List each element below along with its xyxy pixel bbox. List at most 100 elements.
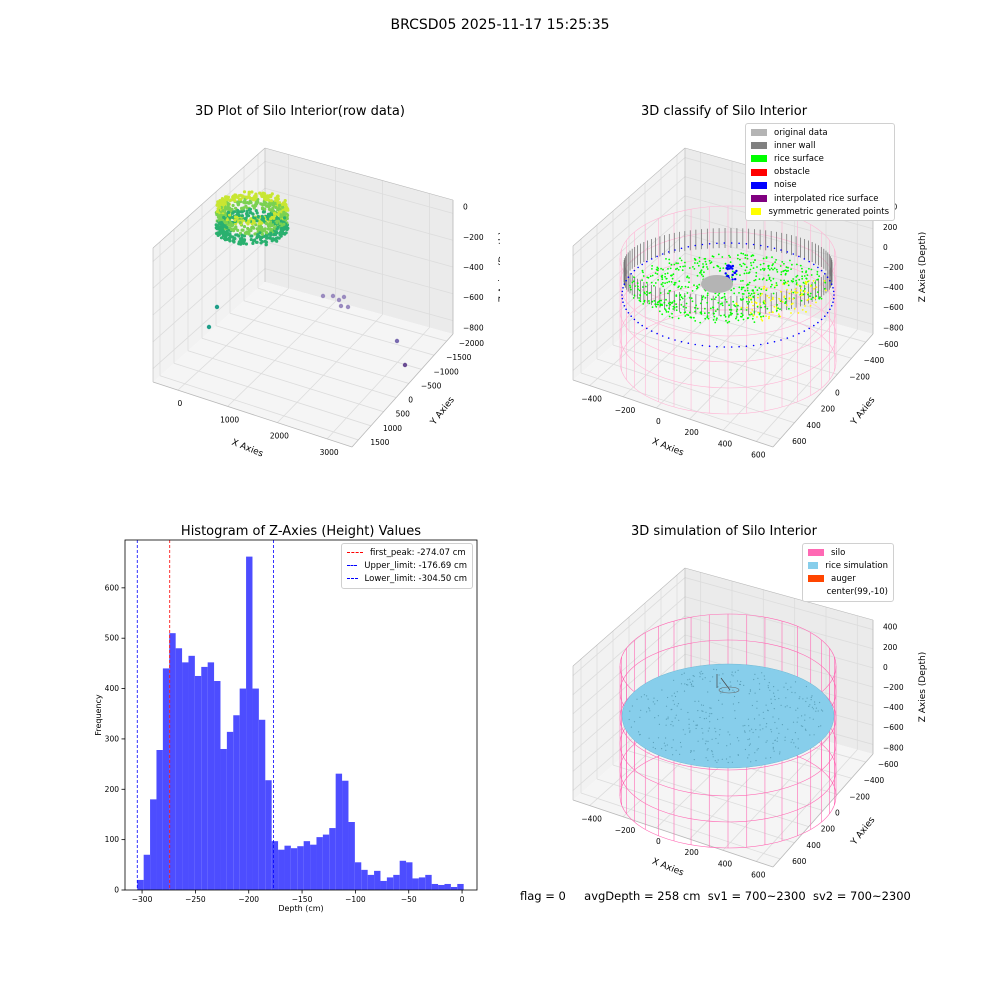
surface-point	[671, 312, 673, 315]
raw-point	[261, 229, 265, 233]
raw-point	[258, 235, 262, 239]
surface-point	[809, 295, 811, 298]
surface-point	[763, 268, 766, 270]
surface-point	[713, 298, 716, 300]
raw-point	[238, 210, 242, 214]
rice-texture-dot	[687, 684, 689, 686]
surface-point	[696, 285, 698, 287]
rice-texture-dot	[817, 710, 819, 712]
surface-point	[646, 290, 648, 293]
noise-point	[723, 346, 726, 348]
classify-noise	[621, 242, 835, 348]
classify-original-data	[701, 275, 733, 293]
surface-point	[669, 289, 672, 292]
z-gridline	[264, 214, 454, 268]
surface-point	[668, 280, 671, 283]
raw-point	[280, 223, 284, 227]
rice-texture-dot	[774, 739, 776, 742]
surface-point	[703, 271, 705, 274]
surface-point	[708, 259, 711, 262]
histogram-bar	[169, 633, 176, 890]
noise-point	[786, 337, 789, 339]
x-tick-label: 0	[656, 417, 661, 426]
rice-texture-dot	[654, 703, 656, 705]
raw-point	[218, 199, 222, 203]
raw-point	[233, 237, 237, 241]
legend-entry: symmetric generated points	[751, 205, 889, 218]
noise-point	[661, 253, 664, 255]
raw-point	[275, 221, 279, 225]
surface-point	[768, 268, 771, 271]
y-tick-label: 500	[105, 634, 120, 643]
surface-point	[815, 286, 818, 288]
rice-texture-dot	[652, 746, 654, 748]
rice-texture-dot	[752, 731, 754, 734]
surface-point	[766, 307, 769, 310]
surface-point	[762, 315, 765, 318]
rice-texture-dot	[699, 672, 701, 674]
y-gridline	[628, 750, 824, 811]
surface-point	[714, 321, 717, 324]
surface-point	[746, 283, 749, 286]
noise-point	[723, 242, 726, 244]
surface-point	[679, 298, 681, 301]
rice-texture-dot	[777, 689, 779, 691]
x-tick-label: 200	[685, 428, 700, 437]
surface-point	[704, 307, 706, 310]
surface-point	[664, 282, 666, 284]
surface-point	[672, 308, 675, 310]
raw-point	[242, 190, 247, 194]
surface-point	[664, 275, 666, 278]
surface-point	[728, 320, 731, 323]
legend-label: rice surface	[774, 153, 824, 164]
surface-point	[694, 320, 697, 322]
y-tick-label: −600	[878, 760, 899, 769]
raw-point	[258, 231, 262, 235]
surface-point	[684, 315, 687, 317]
surface-point	[758, 313, 761, 316]
rice-texture-dot	[710, 707, 712, 709]
surface-point	[771, 256, 773, 258]
rice-texture-dot	[765, 757, 767, 759]
surface-point	[749, 313, 751, 316]
rice-texture-dot	[678, 719, 680, 721]
rice-texture-dot	[813, 734, 815, 736]
surface-point	[779, 299, 782, 302]
surface-point	[668, 262, 671, 265]
raw-point	[238, 221, 242, 225]
surface-point	[772, 296, 774, 299]
rice-texture-dot	[748, 693, 750, 695]
surface-point	[637, 285, 639, 288]
surface-point	[679, 294, 682, 296]
noise-point	[824, 273, 826, 275]
surface-point	[742, 252, 745, 255]
raw-point	[247, 190, 251, 194]
rice-texture-dot	[672, 700, 674, 702]
surface-point	[795, 282, 798, 284]
surface-point	[633, 294, 636, 297]
raw-point	[264, 197, 268, 202]
rice-texture-dot	[736, 737, 739, 739]
noise-point	[730, 242, 733, 244]
surface-point	[802, 293, 805, 296]
rice-texture-dot	[790, 686, 792, 688]
surface-point	[790, 303, 793, 306]
raw-point	[226, 228, 230, 232]
surface-point	[632, 297, 635, 299]
y-tick-label: −600	[878, 340, 899, 349]
sim-rice-surface	[621, 663, 835, 769]
surface-point	[738, 286, 741, 289]
x-tick-label: 1000	[220, 415, 239, 424]
z-gridline	[684, 195, 874, 249]
rice-texture-dot	[653, 697, 655, 699]
surface-point	[689, 311, 691, 314]
rice-texture-dot	[696, 724, 698, 726]
rice-texture-dot	[751, 704, 753, 707]
surface-point	[690, 316, 693, 319]
surface-point	[681, 269, 684, 272]
surface-point	[717, 294, 720, 297]
surface-point	[744, 289, 746, 292]
surface-point	[702, 295, 705, 297]
rice-texture-dot	[636, 698, 638, 700]
legend-label: Lower_limit: -304.50 cm	[364, 573, 467, 584]
